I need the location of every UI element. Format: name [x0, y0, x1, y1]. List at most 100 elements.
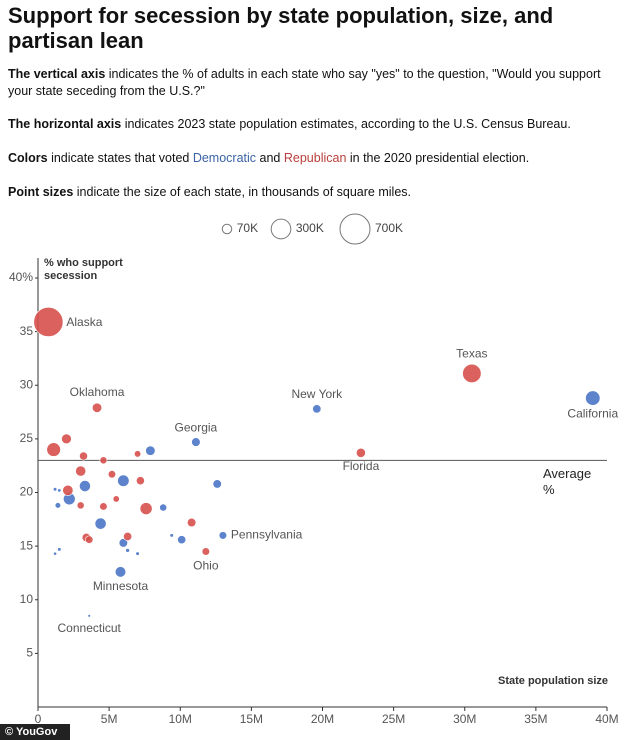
point-label: Florida	[343, 459, 380, 473]
chart-title: Support for secession by state populatio…	[8, 3, 554, 53]
point	[159, 503, 168, 512]
text-segment: in the 2020 presidential election.	[346, 151, 530, 165]
chart: 70K 300K 700K 5 10 15 20 25 30 35 40% 0 5M 10M 15M 20M 2…	[0, 213, 619, 740]
text-segment: Democratic	[192, 151, 257, 165]
text-segment: and	[256, 151, 284, 165]
text-segment: indicates 2023 state population estimate…	[121, 117, 571, 131]
point-label: Alaska	[66, 315, 102, 329]
point	[123, 532, 133, 541]
x-tick-label: 35M	[524, 712, 547, 726]
point	[87, 614, 91, 618]
point	[139, 502, 153, 515]
paragraph: Colors indicate states that voted Democr…	[8, 150, 620, 167]
point	[114, 566, 127, 578]
point	[177, 535, 187, 545]
point	[462, 363, 482, 384]
size-legend-label: 700K	[375, 221, 403, 235]
point	[169, 533, 174, 538]
point-label: Pennsylvania	[231, 528, 303, 542]
point	[201, 547, 210, 556]
point-label: Texas	[456, 347, 487, 361]
point	[75, 465, 87, 477]
text-segment: indicate states that voted	[47, 151, 193, 165]
point-label: Minnesota	[93, 579, 149, 593]
x-tick-label: 20M	[311, 712, 334, 726]
point	[112, 495, 120, 503]
point	[33, 307, 64, 337]
size-legend-label: 70K	[237, 221, 258, 235]
y-tick-label: 25	[20, 431, 34, 445]
x-tick-label: 40M	[595, 712, 618, 726]
y-tick-label: 20	[20, 485, 34, 499]
series	[33, 307, 482, 556]
text-segment: The vertical axis	[8, 67, 106, 81]
point	[356, 447, 366, 458]
point	[134, 450, 142, 458]
point-label: California	[567, 406, 618, 420]
point	[191, 437, 201, 447]
point	[118, 538, 128, 548]
point	[79, 451, 88, 461]
description: The vertical axis indicates the % of adu…	[8, 66, 620, 218]
point	[99, 456, 108, 465]
source-box	[0, 724, 70, 740]
point	[212, 479, 222, 489]
point	[54, 502, 61, 509]
y-tick-label: 30	[20, 377, 34, 391]
size-legend-label: 300K	[296, 221, 324, 235]
point	[85, 535, 94, 544]
point-label: New York	[291, 387, 343, 401]
text-segment: Point sizes	[8, 185, 74, 199]
point	[136, 476, 145, 486]
point	[218, 531, 228, 540]
point	[187, 517, 197, 528]
point	[117, 474, 130, 487]
point	[46, 442, 61, 457]
point-label: Connecticut	[58, 621, 122, 635]
point	[107, 470, 117, 479]
y-tick-label: 15	[20, 538, 34, 552]
text-segment: Republican	[283, 151, 347, 165]
point	[57, 488, 62, 493]
point	[585, 390, 601, 406]
point-label: Georgia	[175, 420, 218, 434]
point-label: Oklahoma	[70, 385, 125, 399]
point	[53, 551, 57, 556]
source: © YouGov	[5, 726, 58, 738]
text-segment: indicate the size of each state, in thou…	[73, 185, 411, 199]
text-segment: The horizontal axis	[8, 117, 122, 131]
size-legend-circle	[339, 213, 371, 245]
x-tick-label: 30M	[453, 712, 476, 726]
x-tick-label: 0	[35, 712, 42, 726]
point	[57, 547, 62, 552]
y-tick-label: 35	[20, 324, 34, 338]
point-label: Ohio	[193, 559, 219, 573]
size-legend-circle	[221, 223, 233, 235]
x-tick-label: 5M	[101, 712, 118, 726]
x-tick-label: 15M	[240, 712, 263, 726]
point	[145, 445, 156, 456]
point	[79, 480, 91, 492]
x-tick-label: 25M	[382, 712, 405, 726]
point	[52, 487, 58, 492]
paragraph: The vertical axis indicates the % of adu…	[8, 66, 620, 100]
text-segment: Colors	[8, 151, 48, 165]
average-label: Average %	[543, 466, 592, 497]
point	[99, 502, 108, 511]
y-axis-label: % who support secession	[44, 257, 123, 282]
y-tick-label: 40%	[9, 270, 33, 284]
point	[91, 402, 103, 413]
y-tick-label: 10	[20, 592, 34, 606]
point	[135, 551, 140, 556]
point	[76, 501, 85, 510]
x-axis-label: State population size	[498, 675, 609, 687]
y-tick-label: 5	[26, 646, 33, 660]
point	[125, 548, 130, 553]
point	[94, 517, 107, 530]
size-legend-circle	[270, 218, 292, 240]
text-segment: indicates the % of adults in each state …	[8, 67, 601, 98]
paragraph: The horizontal axis indicates 2023 state…	[8, 116, 620, 133]
point	[61, 433, 72, 445]
point	[312, 404, 322, 414]
